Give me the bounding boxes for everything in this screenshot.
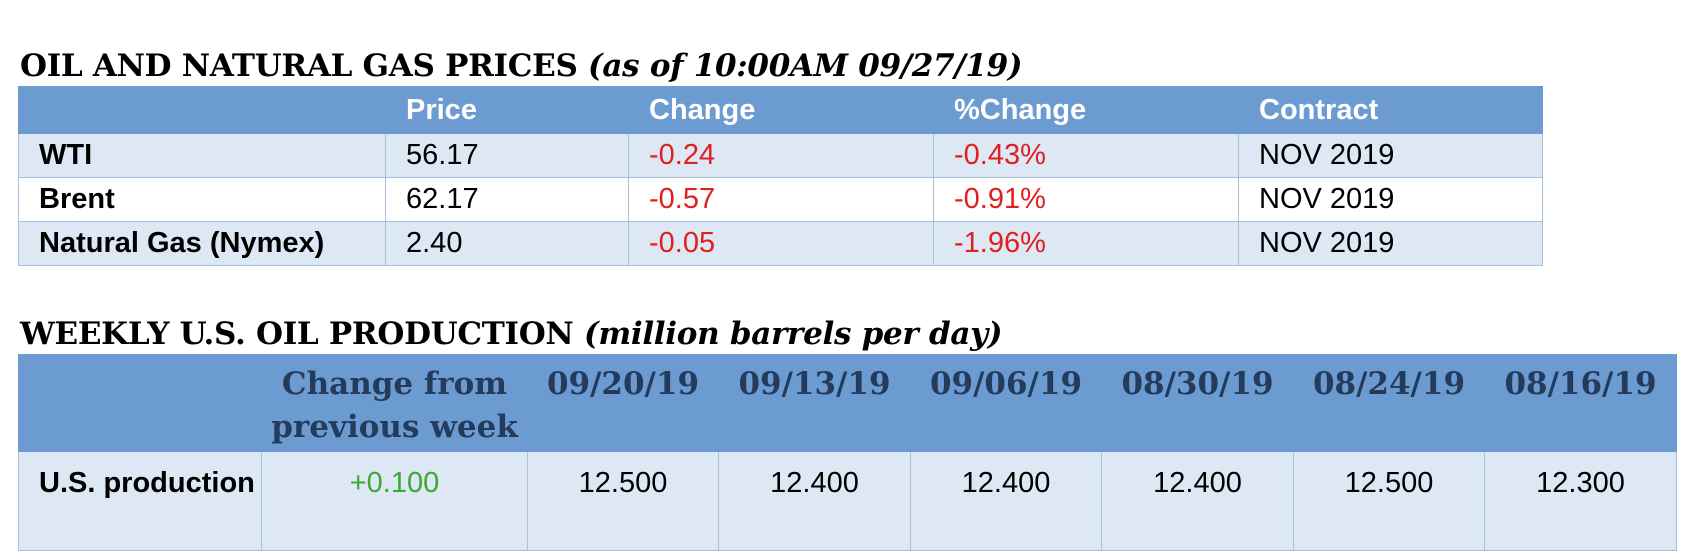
change-value: -0.24 xyxy=(628,133,934,178)
contract-value: NOV 2019 xyxy=(1238,221,1543,266)
production-section-title: WEEKLY U.S. OIL PRODUCTION (million barr… xyxy=(20,316,1003,352)
prices-header-change: Change xyxy=(628,86,934,134)
production-header-row: Change from previous week 09/20/19 09/13… xyxy=(18,354,1677,452)
prices-subtitle-text: (as of 10:00AM 09/27/19) xyxy=(588,48,1023,84)
pct-change-value: -0.43% xyxy=(933,133,1239,178)
contract-value: NOV 2019 xyxy=(1238,133,1543,178)
production-value: 12.500 xyxy=(527,451,719,551)
production-title-text: WEEKLY U.S. OIL PRODUCTION xyxy=(20,316,574,352)
commodity-name: WTI xyxy=(18,133,386,178)
prices-header-price: Price xyxy=(385,86,629,134)
price-value: 56.17 xyxy=(385,133,629,178)
production-table: Change from previous week 09/20/19 09/13… xyxy=(18,354,1677,551)
pct-change-value: -1.96% xyxy=(933,221,1239,266)
production-row-label: U.S. production xyxy=(18,451,262,551)
weekly-change-value: +0.100 xyxy=(261,451,528,551)
production-header-date: 09/20/19 xyxy=(527,354,719,452)
table-row: WTI 56.17 -0.24 -0.43% NOV 2019 xyxy=(18,133,1543,178)
table-row: Brent 62.17 -0.57 -0.91% NOV 2019 xyxy=(18,177,1543,222)
prices-header-contract: Contract xyxy=(1238,86,1543,134)
prices-title-text: OIL AND NATURAL GAS PRICES xyxy=(20,48,578,84)
commodity-name: Brent xyxy=(18,177,386,222)
production-value: 12.500 xyxy=(1293,451,1485,551)
production-value: 12.300 xyxy=(1484,451,1677,551)
prices-header-row: Price Change %Change Contract xyxy=(18,86,1543,134)
production-header-change: Change from previous week xyxy=(261,354,528,452)
price-value: 2.40 xyxy=(385,221,629,266)
price-value: 62.17 xyxy=(385,177,629,222)
prices-header-blank xyxy=(18,86,386,134)
production-header-date: 09/13/19 xyxy=(718,354,911,452)
production-header-date: 08/24/19 xyxy=(1293,354,1485,452)
table-row: U.S. production +0.100 12.500 12.400 12.… xyxy=(18,451,1677,551)
prices-table: Price Change %Change Contract WTI 56.17 … xyxy=(18,86,1543,266)
commodity-name: Natural Gas (Nymex) xyxy=(18,221,386,266)
production-subtitle-text: (million barrels per day) xyxy=(583,316,1003,352)
production-header-date: 08/16/19 xyxy=(1484,354,1677,452)
prices-header-pct-change: %Change xyxy=(933,86,1239,134)
contract-value: NOV 2019 xyxy=(1238,177,1543,222)
production-value: 12.400 xyxy=(1101,451,1294,551)
production-value: 12.400 xyxy=(718,451,911,551)
production-header-blank xyxy=(18,354,262,452)
change-value: -0.57 xyxy=(628,177,934,222)
production-header-date: 09/06/19 xyxy=(910,354,1102,452)
table-row: Natural Gas (Nymex) 2.40 -0.05 -1.96% NO… xyxy=(18,221,1543,266)
prices-section-title: OIL AND NATURAL GAS PRICES (as of 10:00A… xyxy=(20,48,1023,84)
change-value: -0.05 xyxy=(628,221,934,266)
production-value: 12.400 xyxy=(910,451,1102,551)
production-header-date: 08/30/19 xyxy=(1101,354,1294,452)
pct-change-value: -0.91% xyxy=(933,177,1239,222)
